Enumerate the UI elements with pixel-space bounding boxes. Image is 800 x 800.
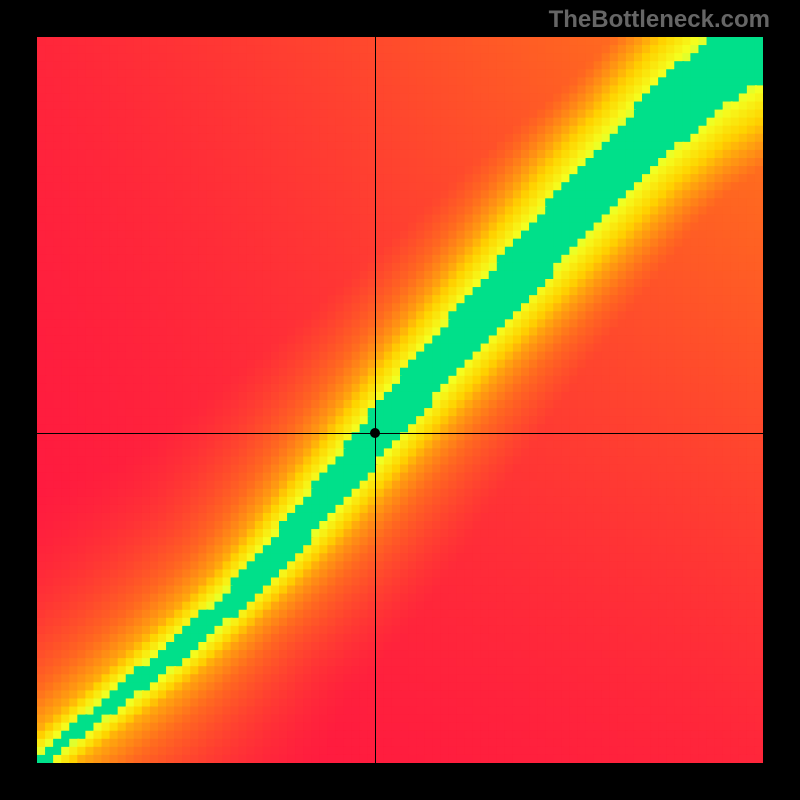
crosshair-horizontal bbox=[37, 433, 763, 434]
heatmap-plot bbox=[37, 37, 763, 763]
heatmap-canvas bbox=[37, 37, 763, 763]
crosshair-vertical bbox=[375, 37, 376, 763]
chart-container: TheBottleneck.com bbox=[0, 0, 800, 800]
crosshair-marker bbox=[370, 428, 380, 438]
watermark-text: TheBottleneck.com bbox=[549, 6, 770, 34]
